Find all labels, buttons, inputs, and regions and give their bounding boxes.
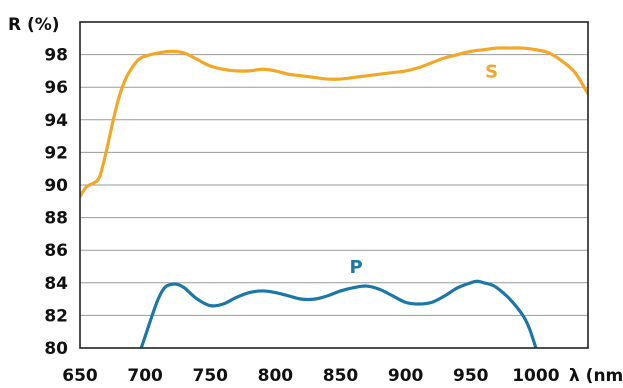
y-tick-label: 90	[44, 176, 68, 196]
y-tick-label: 84	[44, 274, 68, 294]
x-tick-label: 650	[62, 366, 98, 386]
x-tick-label: 1000	[512, 366, 559, 386]
y-tick-label: 88	[44, 209, 68, 229]
plot-frame	[79, 21, 589, 349]
x-tick-label: 750	[193, 366, 229, 386]
series-label-s: S	[485, 61, 498, 82]
x-tick-label: 800	[258, 366, 294, 386]
y-tick-label: 82	[44, 306, 68, 326]
tick-label-layer: 80 82 84 86 88 90 92 94 96 98 650 700 750 800 850 900 95…	[44, 46, 559, 386]
y-tick-label: 80	[44, 339, 68, 359]
x-axis-title: λ (nm)	[569, 366, 623, 386]
y-tick-label: 92	[44, 143, 68, 163]
series-label-p: P	[350, 257, 363, 278]
series-line-s	[80, 46, 588, 199]
y-axis-title: R (%)	[8, 15, 60, 35]
x-tick-label: 700	[127, 366, 163, 386]
x-tick-label: 950	[453, 366, 489, 386]
y-tick-label: 86	[44, 241, 68, 261]
y-tick-label: 98	[44, 46, 68, 66]
x-tick-label: 900	[388, 366, 424, 386]
y-tick-label: 96	[44, 78, 68, 98]
series-line-p	[139, 279, 538, 348]
grid-layer	[80, 54, 588, 316]
x-tick-label: 850	[323, 366, 359, 386]
y-tick-label: 94	[44, 111, 68, 131]
series-layer	[80, 46, 588, 348]
